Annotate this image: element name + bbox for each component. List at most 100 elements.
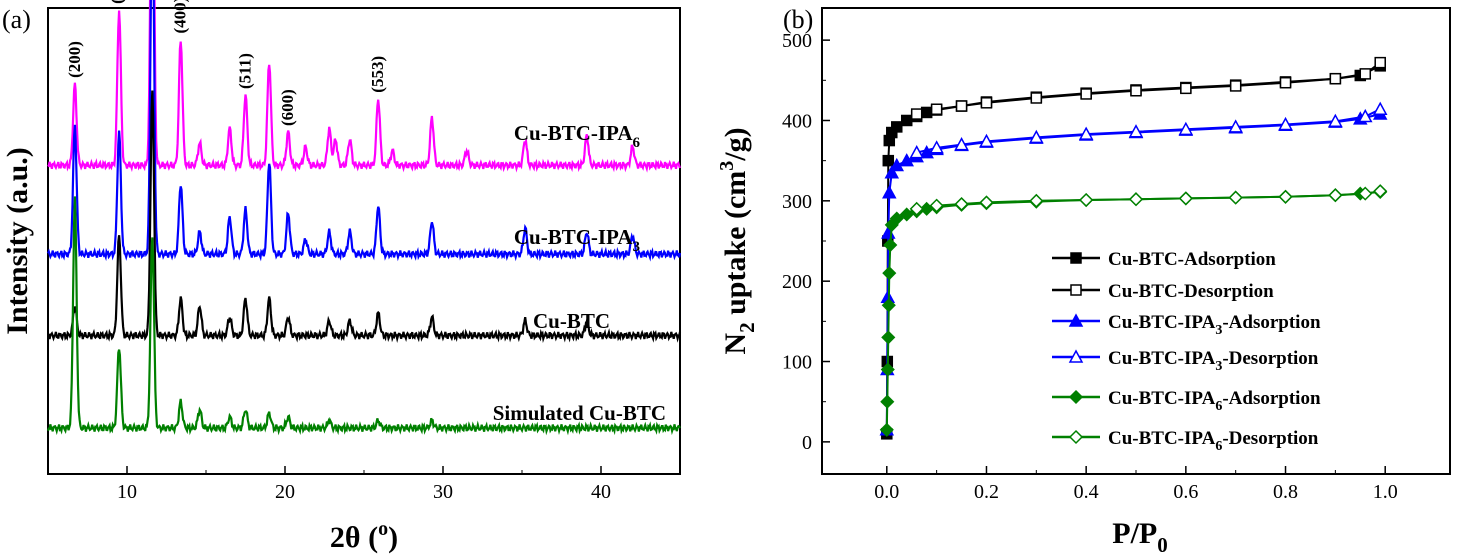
isotherm-data-point (1373, 184, 1388, 199)
isotherm-data-point (1128, 124, 1144, 138)
legend-label: Cu-BTC-Adsorption (1108, 249, 1276, 270)
isotherm-data-point (954, 137, 969, 151)
isotherm-data-point (910, 108, 923, 120)
xrd-series-label-main: Cu-BTC (533, 309, 610, 333)
legend-label-main: Cu-BTC-IPA (1108, 348, 1216, 369)
xrd-series-group (46, 0, 682, 436)
isotherm-data-point (980, 97, 993, 109)
xrd-x-tick-label: 40 (591, 481, 611, 503)
isotherm-data-point (882, 154, 895, 167)
isotherm-data-point (1029, 193, 1044, 208)
isotherm-data-point (891, 121, 903, 133)
xrd-series-line (46, 196, 681, 436)
isotherm-data-point (909, 201, 924, 216)
xrd-series-line (47, 90, 682, 343)
xrd-peak-label: (220) (108, 0, 127, 4)
isotherm-y-tick-label: 400 (782, 110, 812, 132)
legend-label-end: -Desorption (1222, 428, 1318, 449)
isotherm-y-tick-label: 300 (782, 191, 812, 213)
isotherm-x-ticks: 0.0 0.2 0.4 0.6 0.8 1.0 (874, 466, 1398, 503)
isotherm-data-point (883, 237, 898, 253)
isotherm-data-point (1359, 68, 1372, 80)
legend-label: Cu-BTC-IPA6-Desorption (1108, 428, 1319, 454)
legend-label: Cu-BTC-IPA3-Adsorption (1108, 312, 1321, 338)
xrd-peak-labels: (200)(220)(222)(400)(511)(600)(553) (65, 0, 387, 126)
legend-label-sub: 6 (1215, 439, 1222, 454)
isotherm-data-point (879, 422, 894, 437)
isotherm-y-tick-label: 500 (782, 30, 812, 52)
xrd-series-label-main: Simulated Cu-BTC (493, 401, 666, 425)
isotherm-data-point (1128, 192, 1144, 207)
panel-a-label: (a) (2, 5, 31, 34)
xrd-x-axis-label: 2θ (o) (330, 518, 398, 554)
isotherm-data-point (1080, 88, 1092, 100)
isotherm-data-point (1078, 126, 1094, 140)
isotherm-data-point (899, 153, 914, 167)
isotherm-data-point (882, 266, 897, 281)
xrd-x-ticks: 10 20 30 40 (117, 466, 611, 503)
isotherm-x-tick-label: 0.6 (1173, 481, 1198, 503)
xrd-series-label: Simulated Cu-BTC (493, 401, 666, 425)
xrd-x-tick-label: 30 (433, 481, 453, 503)
isotherm-y-tick-label: 200 (782, 271, 812, 293)
isotherm-data-point (1278, 116, 1293, 131)
isotherm-x-tick-label: 0.2 (974, 481, 999, 503)
isotherm-data-point (929, 140, 944, 154)
isotherm-x-axis-label: P/P0 (1112, 517, 1168, 554)
isotherm-legend: Cu-BTC-Adsorption Cu-BTC-Desorption Cu-BTC… (1052, 249, 1321, 454)
isotherm-data-point (1372, 101, 1388, 115)
isotherm-data-point (955, 100, 968, 112)
legend-label: Cu-BTC-IPA6-Adsorption (1108, 388, 1321, 414)
xrd-series-label-main: Cu-BTC-IPA (514, 121, 633, 145)
isotherm-data-point (1079, 192, 1094, 208)
xrd-peak-label: (400) (171, 0, 190, 34)
isotherm-y-tick-label: 100 (782, 352, 812, 374)
isotherm-data-point (1178, 121, 1194, 136)
isotherm-data-point (1178, 191, 1193, 206)
xrd-series-label-main: Cu-BTC-IPA (514, 225, 633, 249)
xrd-peak-label: (200) (65, 41, 84, 78)
isotherm-x-tick-label: 0.0 (874, 481, 899, 503)
legend-marker (1068, 389, 1084, 405)
isotherm-data-point (1328, 113, 1343, 128)
isotherm-y-ticks: 0 100 200 300 400 500 (782, 30, 830, 454)
isotherm-x-tick-label: 1.0 (1373, 481, 1398, 503)
isotherm-data-point (881, 298, 896, 313)
isotherm-data-point (1358, 108, 1373, 123)
isotherm-data-point (884, 165, 900, 179)
isotherm-data-point (899, 207, 914, 222)
isotherm-data-point (1229, 80, 1242, 92)
legend-label-sub: 6 (1215, 399, 1222, 414)
isotherm-series-line (885, 113, 1381, 430)
legend-label-main: Cu-BTC-IPA (1108, 312, 1216, 333)
isotherm-data-point (889, 211, 904, 226)
xrd-x-tick-label: 10 (117, 481, 137, 503)
isotherm-y-tick-label: 0 (802, 432, 812, 454)
legend-label-main: Cu-BTC-IPA (1108, 428, 1216, 449)
isotherm-data-point (909, 145, 924, 159)
xrd-x-tick-label: 20 (275, 481, 295, 503)
isotherm-data-point (1180, 82, 1192, 95)
xrd-y-axis-label: Intensity (a.u.) (1, 147, 34, 335)
isotherm-data-point (1029, 129, 1044, 144)
isotherm-data-point (889, 157, 905, 172)
xrd-series-label: Cu-BTC-IPA3 (514, 225, 640, 255)
legend-marker (1068, 313, 1084, 327)
isotherm-data-point (1130, 85, 1142, 97)
isotherm-data-point (1228, 190, 1243, 205)
xrd-series-line (47, 0, 682, 262)
xrd-series-label-sub: 6 (633, 135, 641, 151)
isotherm-data-point (954, 196, 969, 212)
legend-marker (1070, 284, 1082, 296)
isotherm-data-point (882, 185, 897, 199)
isotherm-data-point (1328, 188, 1343, 203)
xrd-peak-label: (511) (236, 53, 255, 89)
isotherm-data-point (1030, 92, 1043, 104)
isotherm-panel: (b) 0.0 0.2 0.4 0.6 0.8 1.0 0100200300400500 … (716, 5, 1451, 554)
isotherm-data-point (1358, 186, 1373, 201)
legend-marker (1068, 349, 1084, 363)
legend-label-sub: 3 (1215, 323, 1222, 338)
legend-label-main: Cu-BTC-Adsorption (1108, 249, 1276, 270)
